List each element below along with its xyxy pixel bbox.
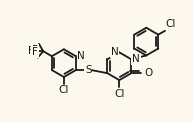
Text: Cl: Cl xyxy=(166,19,176,29)
Text: S: S xyxy=(85,65,91,75)
Text: F: F xyxy=(32,45,38,55)
Text: N: N xyxy=(77,51,85,61)
Text: F: F xyxy=(32,47,38,57)
Text: Cl: Cl xyxy=(59,86,69,96)
Text: Cl: Cl xyxy=(114,89,124,99)
Text: F: F xyxy=(28,46,34,56)
Text: O: O xyxy=(144,68,153,78)
Text: N: N xyxy=(111,47,119,57)
Text: N: N xyxy=(132,54,140,64)
